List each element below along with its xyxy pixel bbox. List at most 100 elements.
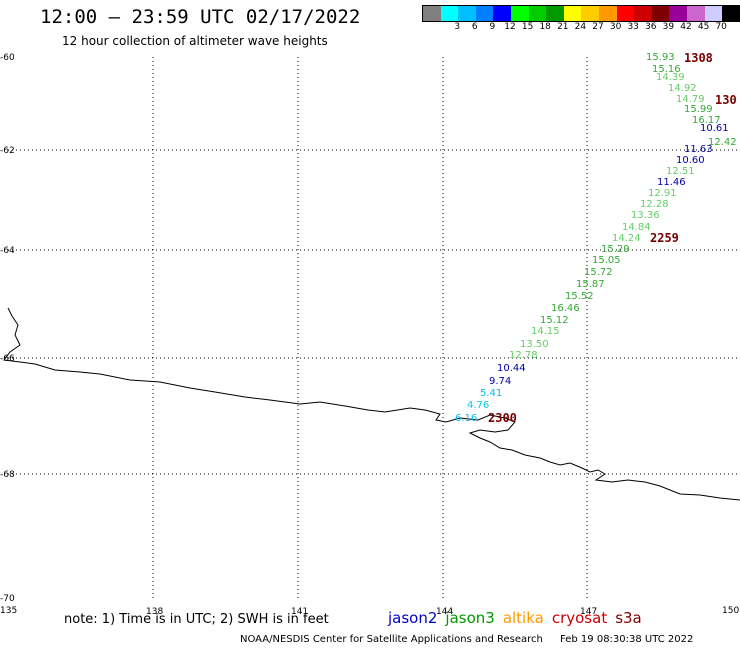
wave-height-value: 15.16 xyxy=(652,64,681,75)
legend-label: 15 xyxy=(521,22,534,32)
legend-swatch xyxy=(616,6,635,21)
legend-label: 21 xyxy=(557,22,569,32)
pass-time-label: 2300 xyxy=(488,411,517,425)
wave-height-track: 15.9315.1614.3914.9214.7915.9916.1710.61… xyxy=(455,52,737,424)
wave-height-value: 12.42 xyxy=(708,137,737,148)
legend-swatch xyxy=(704,6,723,21)
latitude-label: -60 xyxy=(0,53,15,63)
wave-height-value: 14.84 xyxy=(622,222,651,233)
wave-height-value: 14.39 xyxy=(656,72,685,83)
wave-height-value: 16.17 xyxy=(692,115,721,126)
axis-labels: -60 -62 -64 -66 -68 -70 135 138 141 144 147 150 xyxy=(0,53,739,617)
satellite-legend-entry: cryosat xyxy=(551,609,608,627)
legend-swatch xyxy=(598,6,617,21)
satellite-legend-entry: altika xyxy=(502,609,544,627)
legend-label: 42 xyxy=(680,22,692,32)
credit-timestamp: Feb 19 08:30:38 UTC 2022 xyxy=(560,634,694,645)
wave-height-value: 12.28 xyxy=(640,199,669,210)
legend-label: 36 xyxy=(645,22,657,32)
wave-height-value: 13.50 xyxy=(520,339,549,350)
legend-swatch xyxy=(651,6,670,21)
pass-time-label: 1308 xyxy=(684,51,713,65)
legend-label: 24 xyxy=(574,22,587,32)
legend-label: 45 xyxy=(697,22,710,32)
legend-swatch xyxy=(440,6,459,21)
wave-height-value: 4.76 xyxy=(467,400,489,411)
legend-label: 30 xyxy=(609,22,622,32)
legend-label: 12 xyxy=(504,22,516,32)
legend-swatch xyxy=(493,6,511,21)
satellite-legend: jason2 jason3 altika cryosat s3a xyxy=(388,609,650,627)
longitude-label: 138 xyxy=(146,607,163,617)
wave-height-value: 15.99 xyxy=(684,104,713,115)
wave-height-value: 14.24 xyxy=(612,233,641,244)
satellite-legend-entry: s3a xyxy=(615,609,642,627)
wave-height-value: 15.12 xyxy=(540,315,569,326)
wave-height-value: 11.63 xyxy=(684,144,713,155)
map-title: 12:00 – 23:59 UTC 02/17/2022 xyxy=(40,6,361,28)
wave-height-value: 15.05 xyxy=(592,255,621,266)
wave-height-value: 10.61 xyxy=(700,123,729,134)
latitude-label: -64 xyxy=(0,246,15,256)
legend-label: 70 xyxy=(715,22,727,32)
longitude-label: 147 xyxy=(580,607,597,617)
wave-height-value: 10.60 xyxy=(676,155,705,166)
wave-height-value: 9.74 xyxy=(489,376,511,387)
wave-height-value: 12.51 xyxy=(666,166,695,177)
satellite-legend-entry: jason3 xyxy=(445,609,495,627)
wave-height-value: 12.91 xyxy=(648,188,677,199)
legend-swatch xyxy=(669,6,687,21)
wave-height-value: 16.46 xyxy=(551,303,580,314)
legend-swatch xyxy=(563,6,582,21)
map-grid xyxy=(8,57,740,600)
wave-height-value: 14.79 xyxy=(676,94,705,105)
map-subtitle: 12 hour collection of altimeter wave hei… xyxy=(62,34,328,48)
pass-time-label: 130 xyxy=(715,93,737,107)
credit-org: NOAA/NESDIS Center for Satellite Applica… xyxy=(240,634,543,645)
latitude-label: -66 xyxy=(0,354,15,364)
wave-height-value: 15.52 xyxy=(565,291,594,302)
legend-swatch xyxy=(458,6,476,21)
legend-label: 9 xyxy=(489,22,496,32)
wave-height-value: 15.93 xyxy=(646,52,675,63)
wave-height-value: 14.92 xyxy=(668,83,697,94)
wave-height-value: 5.41 xyxy=(480,388,502,399)
legend-swatch xyxy=(634,6,652,21)
wave-height-value: 15.87 xyxy=(576,279,605,290)
antarctic-coastline xyxy=(3,307,740,501)
legend-swatch xyxy=(581,6,599,21)
wave-height-value: 15.29 xyxy=(601,244,630,255)
longitude-label: 150 xyxy=(722,606,739,616)
footer-note: note: 1) Time is in UTC; 2) SWH is in fe… xyxy=(64,612,329,627)
legend-label: 18 xyxy=(539,22,551,32)
legend-label: 6 xyxy=(471,22,478,32)
wave-height-value: 6.16 xyxy=(455,413,477,424)
coastline xyxy=(3,307,740,501)
time-labels: 1308 130 2259 2300 xyxy=(488,51,737,425)
legend-swatch xyxy=(475,6,494,21)
legend-swatch xyxy=(686,6,705,21)
legend-label: 27 xyxy=(592,22,604,32)
pass-time-label: 2259 xyxy=(650,231,679,245)
longitude-label: 144 xyxy=(436,607,453,617)
color-legend xyxy=(422,5,740,22)
legend-swatch xyxy=(528,6,547,21)
credit-line: NOAA/NESDIS Center for Satellite Applica… xyxy=(240,634,707,645)
wave-height-value: 10.44 xyxy=(497,363,526,374)
legend-swatch xyxy=(546,6,564,21)
longitude-label: 135 xyxy=(0,606,17,616)
wave-height-value: 14.15 xyxy=(531,326,560,337)
legend-swatch xyxy=(510,6,529,21)
wave-height-value: 12.78 xyxy=(509,350,538,361)
legend-swatch xyxy=(423,6,441,21)
legend-label: 39 xyxy=(662,22,675,32)
satellite-legend-entry: jason2 xyxy=(388,609,438,627)
wave-height-value: 13.36 xyxy=(631,210,660,221)
wave-height-value: 15.72 xyxy=(584,267,613,278)
legend-label: 3 xyxy=(454,22,461,32)
legend-label: 33 xyxy=(627,22,639,32)
latitude-label: -68 xyxy=(0,470,15,480)
legend-swatch xyxy=(722,6,740,21)
